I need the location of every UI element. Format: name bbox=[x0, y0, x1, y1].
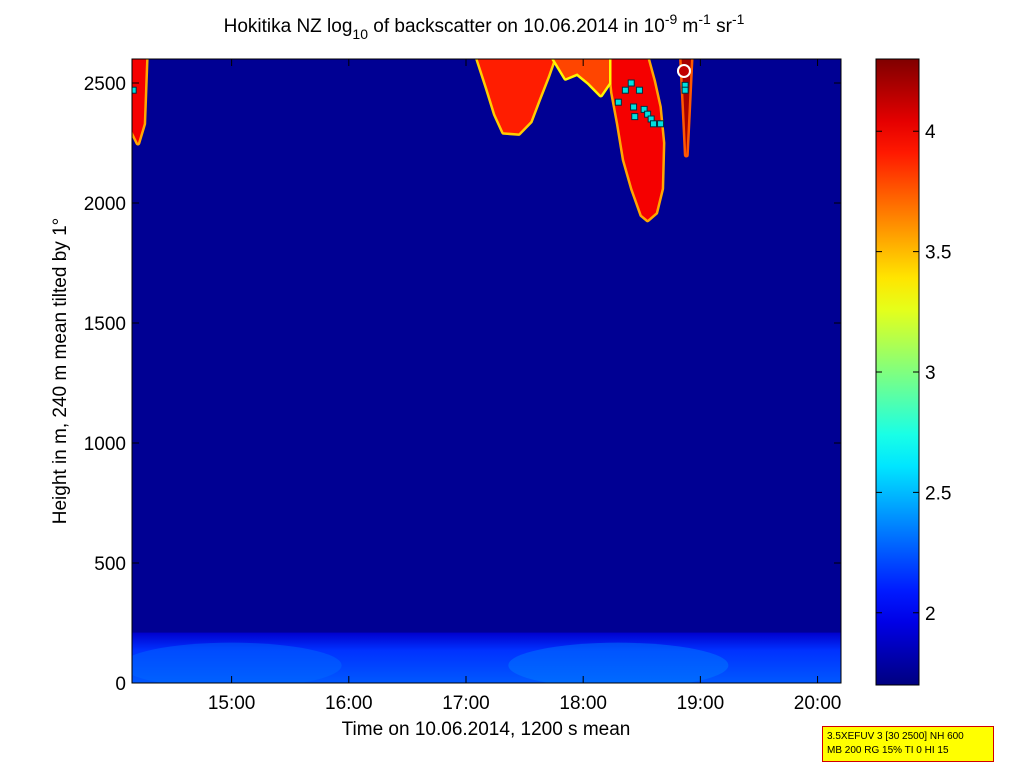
colorbar: 2 2.5 3 3.5 4 bbox=[875, 58, 951, 686]
boundary-layer-bumps bbox=[132, 642, 729, 683]
cloud-base-marker bbox=[631, 113, 639, 121]
cloud-layer bbox=[132, 59, 147, 143]
heatmap-background bbox=[132, 59, 841, 683]
colorbar-tick-label: 4 bbox=[925, 122, 936, 143]
cloud-base-marker bbox=[627, 79, 635, 87]
x-tick-label: 15:00 bbox=[208, 693, 256, 714]
settings-info-box: 3.5XEFUV 3 [30 2500] NH 600 MB 200 RG 15… bbox=[822, 726, 994, 762]
boundary-layer-bump bbox=[132, 642, 342, 683]
y-tick-label: 1500 bbox=[84, 314, 126, 335]
circled-marker bbox=[676, 64, 691, 78]
cloud-layer bbox=[553, 59, 609, 95]
colorbar-ticks: 2 2.5 3 3.5 4 bbox=[876, 122, 951, 625]
y-tick-label: 500 bbox=[94, 554, 126, 575]
plot-area bbox=[132, 59, 841, 683]
x-tick-label: 18:00 bbox=[559, 693, 607, 714]
cloud-base-marker bbox=[621, 86, 629, 94]
colorbar-tick-label: 3.5 bbox=[925, 243, 951, 264]
cloud-base-marker bbox=[630, 103, 638, 111]
colorbar-fill bbox=[876, 59, 919, 685]
cloud-base-marker bbox=[132, 86, 137, 94]
x-axis: 15:00 16:00 17:00 18:00 19:00 20:00 bbox=[208, 59, 841, 714]
colorbar-tick-label: 2 bbox=[925, 604, 936, 625]
settings-line-1: 3.5XEFUV 3 [30 2500] NH 600 bbox=[827, 731, 964, 742]
y-tick-label: 2500 bbox=[84, 74, 126, 95]
x-axis-label: Time on 10.06.2014, 1200 s mean bbox=[342, 719, 631, 740]
cloud-base-marker bbox=[635, 86, 643, 94]
colorbar-tick-label: 2.5 bbox=[925, 483, 951, 504]
chart-title: Hokitika NZ log10 of backscatter on 10.0… bbox=[224, 11, 745, 42]
colorbar-tick-label: 3 bbox=[925, 363, 936, 384]
x-tick-label: 20:00 bbox=[794, 693, 842, 714]
y-axis: 0 500 1000 1500 2000 2500 bbox=[84, 74, 841, 695]
cloud-base-marker bbox=[640, 105, 648, 113]
boundary-layer bbox=[132, 632, 841, 683]
cloud-layer bbox=[609, 59, 663, 220]
y-tick-label: 2000 bbox=[84, 194, 126, 215]
cloud-layer bbox=[477, 59, 554, 134]
cloud-base-marker bbox=[614, 98, 622, 106]
cloud-base-marker bbox=[644, 110, 652, 118]
settings-line-2: MB 200 RG 15% TI 0 HI 15 bbox=[827, 745, 949, 756]
cloud-base-marker bbox=[657, 120, 665, 128]
boundary-layer-bump bbox=[508, 642, 729, 683]
cloud-layers bbox=[132, 59, 694, 223]
x-tick-label: 16:00 bbox=[325, 693, 373, 714]
y-tick-label: 1000 bbox=[84, 434, 126, 455]
y-tick-label: 0 bbox=[115, 674, 126, 695]
cloud-base-marker bbox=[681, 86, 689, 94]
x-tick-label: 19:00 bbox=[677, 693, 725, 714]
cloud-base-marker bbox=[649, 120, 657, 128]
plot-frame bbox=[131, 58, 842, 684]
cloud-base-markers bbox=[132, 64, 691, 128]
x-tick-label: 17:00 bbox=[442, 693, 490, 714]
y-axis-label: Height in m, 240 m mean tilted by 1° bbox=[50, 218, 71, 524]
